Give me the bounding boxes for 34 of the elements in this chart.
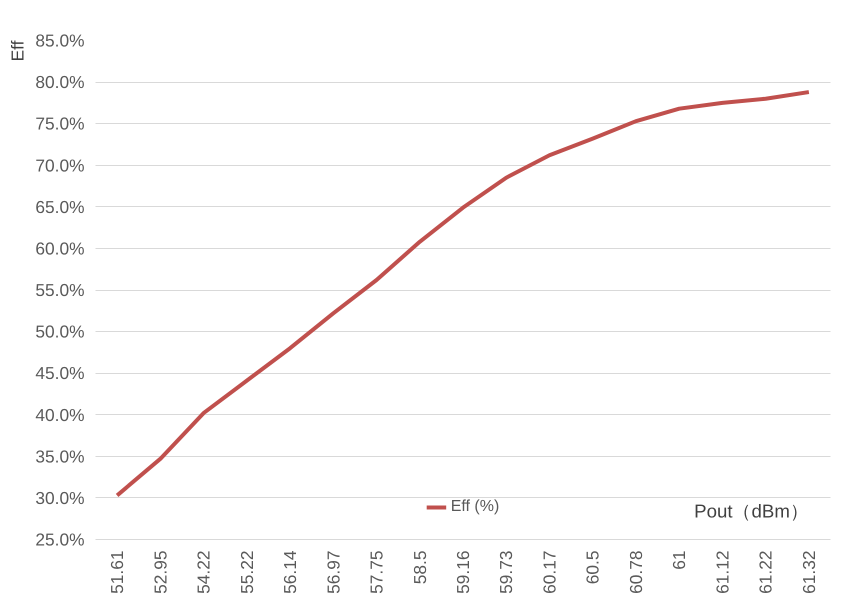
y-tick-label: 80.0% — [35, 72, 85, 92]
x-tick-label: 61.22 — [756, 550, 776, 594]
y-tick-label: 55.0% — [35, 280, 85, 300]
x-tick-label: 56.14 — [280, 550, 300, 594]
y-tick-label: 75.0% — [35, 114, 85, 134]
x-tick-label: 58.5 — [410, 550, 430, 584]
line-series — [115, 90, 811, 498]
x-tick-label: 52.95 — [150, 550, 170, 594]
x-tick-label: 51.61 — [107, 550, 128, 594]
x-tick-label: 60.78 — [626, 550, 646, 594]
y-tick-label: 60.0% — [35, 238, 85, 258]
y-tick-label: 40.0% — [35, 404, 85, 425]
y-tick-label: 35.0% — [35, 446, 85, 466]
x-tick-label: 56.97 — [323, 550, 344, 594]
x-tick-label: 55.22 — [236, 550, 257, 594]
y-tick-label: 45.0% — [35, 363, 85, 384]
x-tick-label: 61.32 — [798, 550, 819, 594]
y-tick-label: 50.0% — [35, 322, 85, 342]
x-tick-label: 61.12 — [712, 550, 732, 594]
y-tick-label: 25.0% — [35, 530, 85, 550]
x-tick-label: 60.5 — [582, 550, 603, 584]
x-tick-label: 60.17 — [539, 550, 560, 594]
x-tick-label: 59.73 — [496, 550, 516, 594]
legend-label: Eff (%) — [450, 498, 500, 516]
y-axis-title: Eff — [8, 40, 28, 62]
x-tick-label: 61 — [669, 550, 690, 570]
x-tick-label: 59.16 — [453, 550, 473, 594]
y-tick-label: 70.0% — [35, 155, 85, 176]
x-tick-label: 54.22 — [194, 550, 214, 594]
x-tick-label: 57.75 — [366, 550, 387, 594]
x-axis-title: Pout（dBm） — [694, 500, 809, 522]
y-tick-label: 65.0% — [35, 196, 85, 217]
y-tick-label: 30.0% — [35, 488, 85, 508]
y-tick-label: 85.0% — [35, 30, 85, 50]
